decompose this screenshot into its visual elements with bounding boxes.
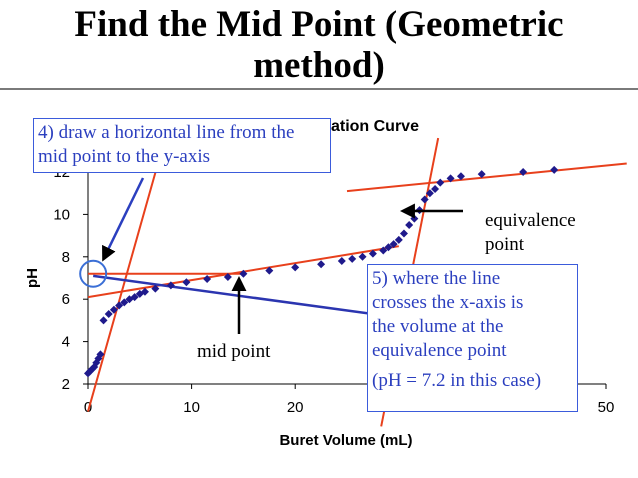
chart-annotations (79, 177, 463, 334)
y-tick-label: 4 (62, 334, 70, 351)
y-tick-label: 6 (62, 291, 70, 308)
title-divider (0, 88, 638, 90)
data-point (120, 298, 129, 307)
callout-horizontal-line: 4) draw a horizontal line from the mid p… (33, 118, 331, 173)
y-axis-label: pH (24, 268, 41, 288)
data-point (151, 284, 160, 293)
construction-line-upper-plateau (346, 162, 627, 193)
data-point (394, 235, 403, 244)
callout-pointer-arrow (102, 177, 145, 262)
data-point (405, 221, 414, 229)
callout-crosses-line-4: equivalence point (372, 340, 507, 361)
data-point (109, 305, 118, 314)
y-tick-label: 2 (62, 376, 70, 393)
y-tick-label: 8 (62, 249, 70, 266)
data-point (431, 184, 440, 193)
data-point (389, 240, 398, 249)
data-point (446, 174, 455, 183)
data-point (223, 272, 232, 281)
data-point (379, 246, 388, 255)
callout-crosses-line-2: crosses the x-axis is (372, 292, 524, 313)
data-point (368, 249, 377, 258)
data-point (384, 243, 393, 252)
slide-title-line1: Find the Mid Point (Geometric (74, 4, 564, 45)
y-tick-label: 10 (53, 206, 70, 223)
slide-title: Find the Mid Point (Geometric method) (0, 4, 638, 86)
data-point (399, 229, 408, 238)
x-tick-label: 50 (598, 399, 615, 416)
data-point (317, 260, 326, 269)
equivalence-label-line1: equivalence (485, 210, 576, 231)
data-point (182, 278, 191, 287)
x-axis-label: Buret Volume (mL) (279, 432, 412, 449)
callout-horizontal-line-1: 4) draw a horizontal line from the (38, 122, 295, 143)
slide-title-line2: method) (253, 45, 385, 86)
callout-crosses-x-axis: 5) where the line crosses the x-axis is … (367, 264, 578, 412)
data-points (84, 165, 559, 378)
data-point (425, 189, 434, 198)
data-point (140, 287, 149, 296)
data-point (166, 281, 175, 290)
data-point (104, 310, 113, 319)
data-point (358, 252, 367, 261)
callout-crosses-line-5: (pH = 7.2 in this case) (372, 370, 542, 391)
data-point (265, 266, 274, 275)
callout-crosses-line-3: the volume at the (372, 316, 504, 337)
data-point (436, 178, 445, 187)
equivalence-label-line2: point (485, 234, 525, 255)
data-point (456, 172, 465, 181)
data-point (337, 257, 346, 266)
x-tick-label: 0 (84, 399, 92, 416)
equivalence-point-label: equivalence point (485, 209, 576, 257)
data-point (130, 293, 139, 302)
callout-crosses-line-1: 5) where the line (372, 268, 501, 289)
midpoint-circle-highlight (79, 259, 108, 288)
data-point (239, 269, 248, 278)
data-point (550, 165, 559, 174)
data-point (410, 214, 419, 223)
data-point (477, 170, 486, 179)
x-tick-label: 20 (287, 399, 304, 416)
data-point (291, 263, 300, 272)
data-point (348, 254, 357, 263)
data-point (203, 275, 212, 284)
data-point (96, 350, 105, 359)
data-point (99, 316, 108, 325)
mid-point-label: mid point (197, 341, 271, 362)
data-point (115, 301, 124, 310)
data-point (420, 195, 429, 204)
callout-horizontal-line-2: mid point to the y-axis (38, 146, 211, 167)
x-tick-label: 10 (183, 399, 200, 416)
data-point (519, 168, 528, 176)
